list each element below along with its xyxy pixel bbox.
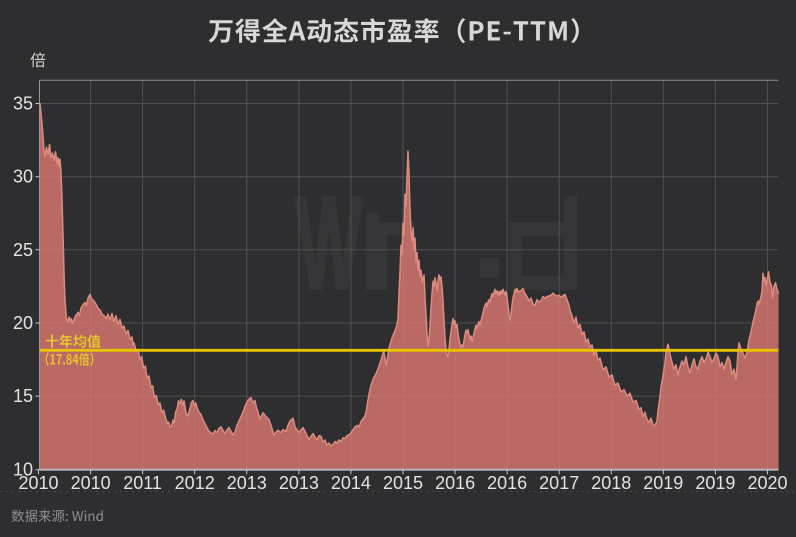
- svg-text:2016: 2016: [487, 473, 527, 493]
- svg-text:15: 15: [13, 386, 33, 406]
- svg-text:2015: 2015: [383, 473, 423, 493]
- svg-text:2019: 2019: [643, 473, 683, 493]
- svg-text:35: 35: [13, 94, 33, 114]
- svg-text:2014: 2014: [331, 473, 371, 493]
- svg-text:2013: 2013: [279, 473, 319, 493]
- svg-text:25: 25: [13, 240, 33, 260]
- svg-text:10: 10: [13, 460, 33, 480]
- svg-text:2016: 2016: [435, 473, 475, 493]
- svg-text:2011: 2011: [123, 473, 162, 493]
- svg-text:30: 30: [13, 167, 33, 187]
- svg-text:20: 20: [13, 313, 33, 333]
- svg-text:2013: 2013: [227, 473, 267, 493]
- svg-text:2010: 2010: [71, 473, 111, 493]
- svg-text:2020: 2020: [747, 473, 787, 493]
- svg-text:2012: 2012: [175, 473, 215, 493]
- svg-text:2019: 2019: [695, 473, 735, 493]
- svg-text:2017: 2017: [539, 473, 579, 493]
- svg-text:2010: 2010: [18, 473, 58, 493]
- svg-text:2018: 2018: [591, 473, 631, 493]
